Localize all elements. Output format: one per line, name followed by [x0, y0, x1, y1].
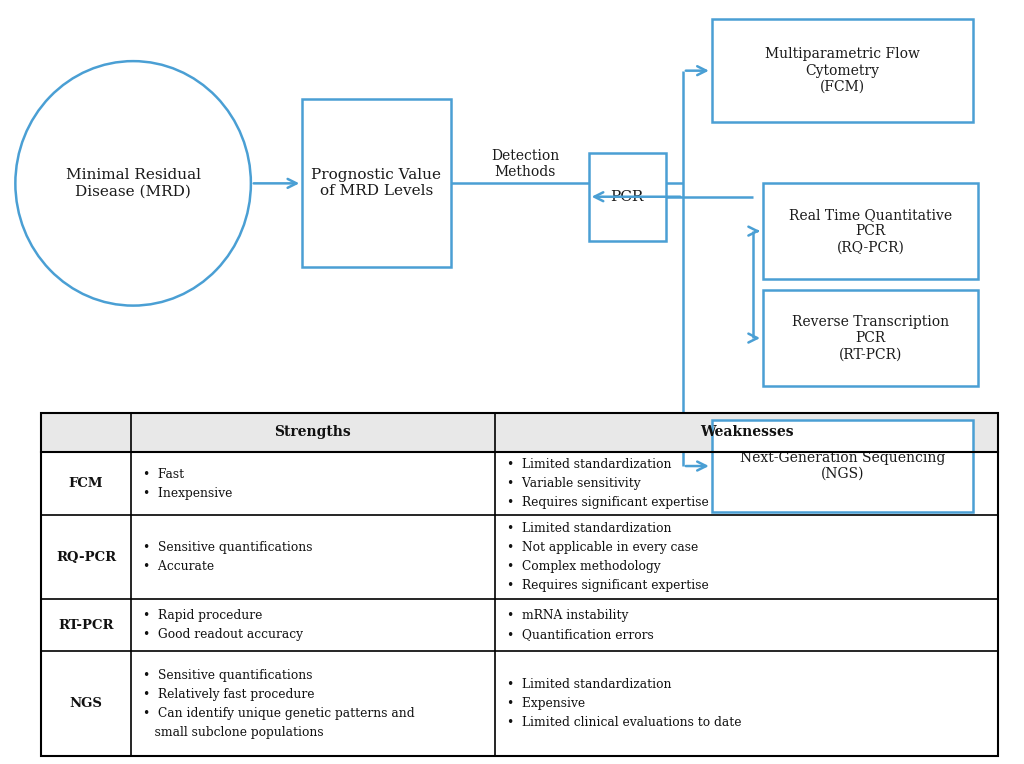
Text: •  Sensitive quantifications
•  Relatively fast procedure
•  Can identify unique: • Sensitive quantifications • Relatively…: [143, 669, 415, 739]
Text: Next-Generation Sequencing
(NGS): Next-Generation Sequencing (NGS): [739, 451, 945, 481]
Text: NGS: NGS: [70, 698, 102, 711]
FancyBboxPatch shape: [41, 413, 998, 452]
FancyBboxPatch shape: [763, 290, 978, 386]
Text: Strengths: Strengths: [274, 426, 351, 439]
Text: Weaknesses: Weaknesses: [699, 426, 794, 439]
Text: Reverse Transcription
PCR
(RT-PCR): Reverse Transcription PCR (RT-PCR): [792, 315, 949, 361]
FancyBboxPatch shape: [712, 19, 973, 122]
Text: FCM: FCM: [69, 477, 103, 490]
Ellipse shape: [15, 61, 251, 306]
FancyBboxPatch shape: [589, 153, 666, 241]
Text: Real Time Quantitative
PCR
(RQ-PCR): Real Time Quantitative PCR (RQ-PCR): [788, 208, 952, 254]
FancyBboxPatch shape: [302, 99, 451, 267]
Text: •  Sensitive quantifications
•  Accurate: • Sensitive quantifications • Accurate: [143, 541, 312, 573]
FancyBboxPatch shape: [763, 183, 978, 279]
Text: Prognostic Value
of MRD Levels: Prognostic Value of MRD Levels: [311, 168, 441, 199]
FancyBboxPatch shape: [712, 420, 973, 512]
Text: •  Limited standardization
•  Expensive
•  Limited clinical evaluations to date: • Limited standardization • Expensive • …: [507, 678, 741, 730]
Text: •  Limited standardization
•  Not applicable in every case
•  Complex methodolog: • Limited standardization • Not applicab…: [507, 522, 709, 592]
Text: RT-PCR: RT-PCR: [58, 619, 114, 632]
Text: RQ-PCR: RQ-PCR: [56, 551, 116, 564]
Text: Detection
Methods: Detection Methods: [492, 149, 559, 180]
Text: Minimal Residual
Disease (MRD): Minimal Residual Disease (MRD): [66, 168, 201, 199]
Text: •  mRNA instability
•  Quantification errors: • mRNA instability • Quantification erro…: [507, 609, 654, 641]
Text: •  Rapid procedure
•  Good readout accuracy: • Rapid procedure • Good readout accurac…: [143, 609, 303, 641]
Text: PCR: PCR: [610, 189, 644, 204]
Text: •  Fast
•  Inexpensive: • Fast • Inexpensive: [143, 468, 232, 500]
Text: •  Limited standardization
•  Variable sensitivity
•  Requires significant exper: • Limited standardization • Variable sen…: [507, 458, 709, 509]
Text: Multiparametric Flow
Cytometry
(FCM): Multiparametric Flow Cytometry (FCM): [765, 47, 920, 94]
